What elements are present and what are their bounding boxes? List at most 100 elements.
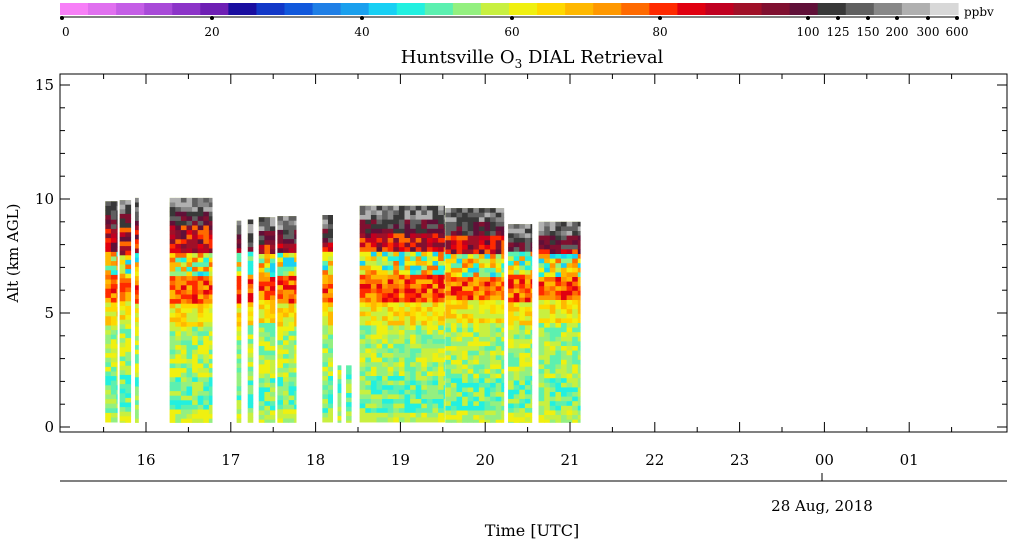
heatmap-cell (415, 385, 422, 391)
heatmap-cell (119, 416, 126, 422)
heatmap-cell (270, 323, 276, 328)
heatmap-cell (484, 392, 491, 398)
heatmap-cell (495, 396, 502, 402)
heatmap-cell (258, 415, 265, 420)
heatmap-cell (180, 322, 187, 328)
heatmap-cell (566, 240, 573, 246)
heatmap-cell (519, 316, 526, 322)
heatmap-cell (116, 376, 118, 382)
heatmap-cell (445, 309, 452, 315)
heatmap-cell (438, 385, 445, 391)
heatmap-cell (467, 267, 474, 273)
heatmap-cell (478, 295, 485, 301)
heatmap-cell (125, 338, 132, 344)
heatmap-cell (110, 362, 117, 368)
heatmap-cell (561, 336, 567, 342)
heatmap-cell (404, 371, 411, 377)
heatmap-cell (197, 248, 204, 254)
heatmap-cell (438, 399, 445, 404)
heatmap-cell (288, 404, 295, 410)
heatmap-cell (473, 290, 480, 296)
heatmap-cell (566, 295, 573, 301)
heatmap-cell (538, 290, 545, 296)
heatmap-cell (236, 331, 242, 337)
heatmap-cell (432, 339, 439, 345)
heatmap-cell (135, 326, 139, 332)
heatmap-cell (544, 327, 551, 333)
heatmap-cell (365, 279, 372, 285)
heatmap-cell (387, 210, 394, 216)
heatmap-cell (393, 403, 400, 409)
heatmap-cell (393, 330, 400, 335)
heatmap-cell (524, 302, 531, 308)
heatmap-cell (490, 327, 497, 333)
heatmap-cell (519, 293, 526, 299)
heatmap-cell (288, 248, 295, 254)
heatmap-cell (561, 313, 567, 319)
heatmap-cell (490, 208, 497, 214)
heatmap-cell (426, 219, 433, 225)
heatmap-cell (519, 297, 526, 303)
heatmap-cell (110, 219, 117, 225)
heatmap-cell (197, 211, 204, 217)
heatmap-cell (538, 405, 545, 411)
heatmap-cell (421, 288, 428, 294)
heatmap-cell (450, 387, 457, 393)
heatmap-cell (203, 220, 210, 226)
heatmap-cell (203, 395, 210, 401)
heatmap-cell (175, 331, 182, 337)
heatmap-cell (566, 244, 573, 250)
heatmap-cell (376, 279, 383, 285)
heatmap-cell (203, 262, 210, 268)
heatmap-cell (410, 265, 417, 271)
heatmap-cell (549, 350, 556, 356)
heatmap-cell (450, 415, 457, 421)
heatmap-cell (456, 295, 463, 301)
heatmap-cell (577, 277, 581, 282)
heatmap-cell (519, 320, 526, 326)
heatmap-cell (322, 279, 329, 285)
heatmap-cell (180, 216, 187, 222)
heatmap-cell (175, 400, 182, 406)
heatmap-cell (236, 239, 242, 245)
heatmap-cell (484, 313, 491, 319)
heatmap-cell (322, 215, 329, 220)
heatmap-cell (270, 415, 276, 420)
heatmap-cell (208, 377, 213, 383)
heatmap-cell (387, 320, 394, 326)
heatmap-cell (283, 400, 289, 406)
heatmap-cell (450, 235, 457, 241)
heatmap-cell (376, 353, 383, 358)
heatmap-cell (116, 389, 118, 395)
heatmap-cell (438, 307, 445, 312)
heatmap-cell (467, 355, 474, 361)
heatmap-cell (288, 216, 295, 222)
heatmap-cell (484, 327, 491, 333)
heatmap-cell (410, 284, 417, 289)
heatmap-cell (456, 341, 463, 347)
heatmap-cell (169, 220, 176, 226)
heatmap-cell (544, 323, 551, 328)
heatmap-cell (180, 335, 187, 341)
heatmap-cell (119, 315, 126, 321)
heatmap-cell (484, 267, 491, 273)
heatmap-cell (365, 210, 372, 216)
heatmap-cell (288, 409, 295, 415)
heatmap-cell (328, 242, 333, 248)
heatmap-cell (208, 253, 213, 259)
heatmap-cell (236, 225, 242, 231)
heatmap-cell (125, 365, 132, 371)
heatmap-cell (508, 320, 515, 326)
heatmap-cell (519, 283, 526, 289)
heatmap-cell (456, 401, 463, 407)
heatmap-cell (467, 295, 474, 301)
heatmap-cell (346, 379, 352, 385)
heatmap-cell (561, 373, 567, 379)
heatmap-cell (549, 387, 556, 393)
heatmap-cell (577, 258, 581, 264)
heatmap-cell (495, 346, 502, 352)
heatmap-cell (359, 320, 366, 326)
heatmap-cell (484, 396, 491, 402)
heatmap-cell (119, 361, 126, 367)
heatmap-cell (247, 279, 254, 285)
